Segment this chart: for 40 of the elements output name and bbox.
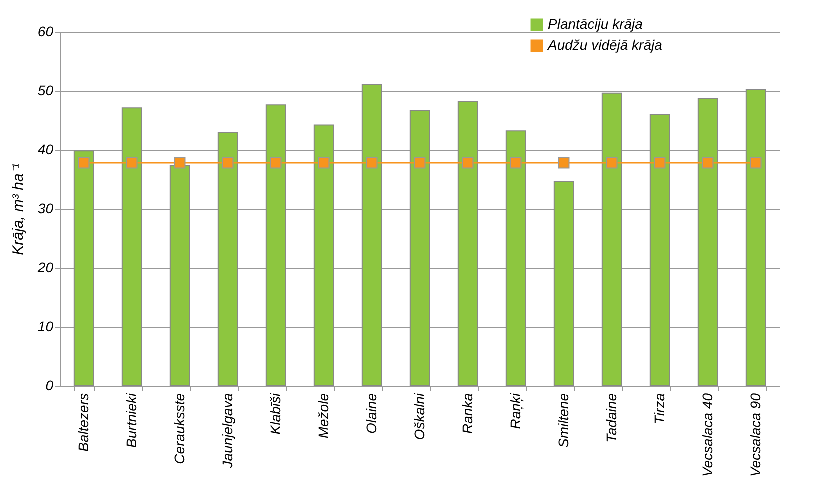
bar xyxy=(362,84,382,386)
x-tick-label: Vecsalaca 90 xyxy=(748,393,764,478)
x-tick-label: Raņķi xyxy=(508,392,524,430)
y-axis-title: Krāja, m³ ha⁻¹ xyxy=(10,164,27,256)
x-tick-label: Vecsalaca 40 xyxy=(700,393,716,478)
y-tick-label: 30 xyxy=(38,200,54,216)
bar xyxy=(74,150,94,386)
x-tick-label: Tirza xyxy=(652,393,668,424)
y-tick-label: 0 xyxy=(46,378,54,394)
y-tick-label: 50 xyxy=(38,82,54,98)
x-tick-label: Oškalni xyxy=(412,392,428,440)
bar xyxy=(698,98,718,386)
x-tick-label: Tadaine xyxy=(604,393,620,443)
bar xyxy=(170,165,190,386)
bar xyxy=(650,114,670,386)
x-tick-label: Mežole xyxy=(316,393,332,439)
x-tick-label: Smiltene xyxy=(556,393,572,448)
bar xyxy=(122,108,142,386)
x-tick-label: Olaine xyxy=(364,393,380,434)
x-tick-label: Burtnieki xyxy=(124,392,140,448)
legend-label: Plantāciju krāja xyxy=(548,16,644,32)
y-tick-label: 40 xyxy=(38,142,54,158)
y-tick-label: 60 xyxy=(38,24,54,40)
x-tick-label: Jaunjelgava xyxy=(220,393,236,470)
bar xyxy=(218,132,238,386)
bar xyxy=(506,130,526,386)
bar xyxy=(602,92,622,386)
bar xyxy=(314,124,334,386)
x-tick-label: Baltezers xyxy=(76,394,92,452)
bar xyxy=(746,89,766,386)
bar xyxy=(554,181,574,386)
y-tick-label: 10 xyxy=(38,318,54,334)
bar xyxy=(458,101,478,386)
legend-label: Audžu vidējā krāja xyxy=(547,37,663,53)
x-tick-label: Klabīši xyxy=(268,392,284,435)
bar xyxy=(410,110,430,386)
bar xyxy=(266,104,286,386)
y-tick-label: 20 xyxy=(36,260,54,276)
x-tick-label: Cerauksste xyxy=(172,393,188,464)
x-tick-label: Ranka xyxy=(460,393,476,434)
